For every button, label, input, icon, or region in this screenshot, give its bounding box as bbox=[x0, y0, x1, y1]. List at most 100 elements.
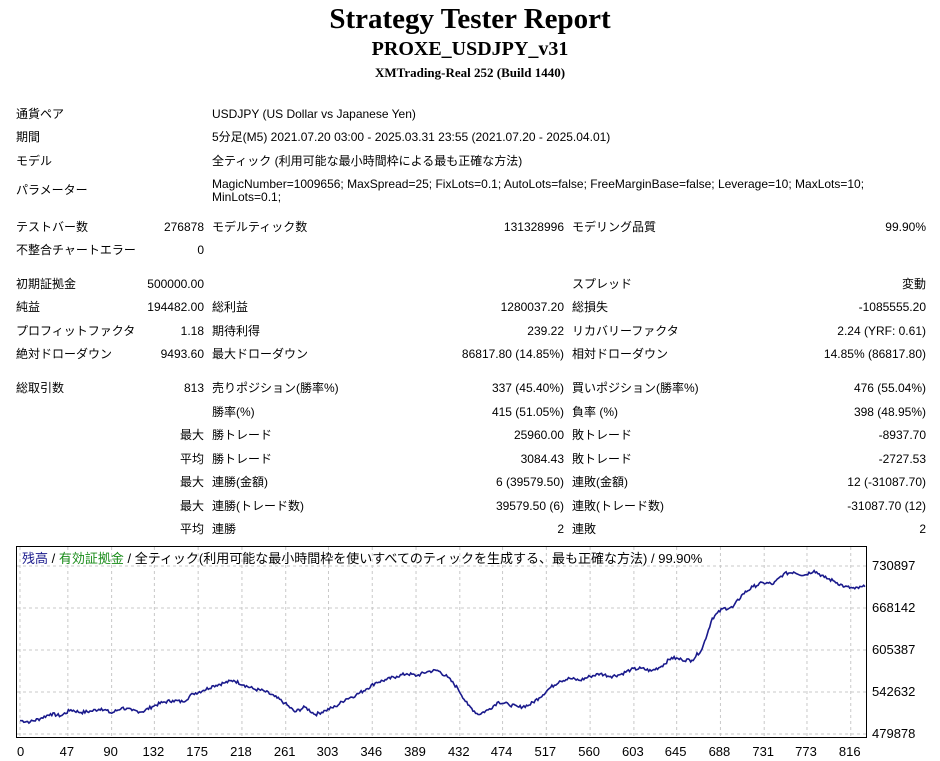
balance-line bbox=[19, 569, 866, 725]
x-tick-label: 773 bbox=[795, 744, 817, 759]
max-prefix: 最大 bbox=[179, 475, 204, 489]
spread-value: 変動 bbox=[901, 277, 926, 291]
report-title: Strategy Tester Report bbox=[329, 3, 611, 35]
net-profit-value: 194482.00 bbox=[147, 300, 204, 314]
gross-loss-label: 総損失 bbox=[572, 300, 609, 314]
quality-value: 99.90% bbox=[885, 220, 926, 234]
mismatch-label: 不整合チャートエラー bbox=[16, 243, 136, 257]
max-loss-label: 敗トレード bbox=[572, 428, 633, 442]
long-positions-value: 476 (55.04%) bbox=[853, 381, 926, 395]
mismatch-value: 0 bbox=[197, 243, 204, 257]
x-tick-label: 261 bbox=[273, 744, 296, 759]
ticks-label: モデルティック数 bbox=[212, 220, 308, 234]
period-value: 5分足(M5) 2021.07.20 03:00 - 2025.03.31 23… bbox=[212, 130, 611, 144]
max-prefix: 最大 bbox=[179, 428, 204, 442]
max-drawdown-value: 86817.80 (14.85%) bbox=[461, 347, 564, 361]
x-tick-label: 346 bbox=[360, 744, 383, 759]
avg-cons-loss-value: 2 bbox=[919, 522, 926, 536]
max-loss-value: -8937.70 bbox=[878, 428, 926, 442]
avg-win-value: 3084.43 bbox=[520, 452, 564, 466]
x-tick-label: 0 bbox=[17, 744, 25, 759]
x-tick-label: 517 bbox=[534, 744, 557, 759]
x-tick-label: 560 bbox=[578, 744, 600, 759]
gross-loss-value: -1085555.20 bbox=[858, 300, 926, 314]
x-tick-label: 645 bbox=[664, 744, 687, 759]
x-tick-label: 731 bbox=[752, 744, 775, 759]
cons-loss-trades-value: -31087.70 (12) bbox=[847, 499, 926, 513]
expected-payoff-value: 239.22 bbox=[527, 324, 564, 338]
ea-name: PROXE_USDJPY_v31 bbox=[371, 38, 569, 60]
profit-factor-label: プロフィットファクタ bbox=[16, 324, 136, 338]
x-tick-label: 90 bbox=[103, 744, 118, 759]
cons-loss-amount-value: 12 (-31087.70) bbox=[847, 475, 926, 489]
avg-cons-loss-label: 連敗 bbox=[572, 522, 597, 536]
server-build: XMTrading-Real 252 (Build 1440) bbox=[374, 65, 566, 80]
abs-drawdown-label: 絶対ドローダウン bbox=[16, 347, 113, 361]
x-tick-label: 175 bbox=[186, 744, 209, 759]
x-tick-label: 432 bbox=[447, 744, 470, 759]
win-rate-value: 415 (51.05%) bbox=[491, 405, 564, 419]
balance-chart: 残高 / 有効証拠金 / 全ティック(利用可能な最小時間枠を使いすべてのティック… bbox=[16, 546, 867, 738]
period-label: 期間 bbox=[16, 130, 41, 144]
x-tick-label: 47 bbox=[59, 744, 75, 759]
x-tick-label: 303 bbox=[316, 744, 339, 759]
y-tick-label: 605387 bbox=[872, 642, 916, 657]
legend-description: / 全ティック(利用可能な最小時間枠を使いすべてのティックを生成する、最も正確な… bbox=[123, 551, 703, 566]
avg-cons-win-value: 2 bbox=[557, 522, 564, 536]
long-positions-label: 買いポジション(勝率%) bbox=[572, 381, 699, 395]
total-trades-label: 総取引数 bbox=[16, 381, 65, 395]
cons-win-trades-value: 39579.50 (6) bbox=[495, 499, 564, 513]
spread-label: スプレッド bbox=[572, 277, 633, 291]
win-rate-label: 勝率(%) bbox=[212, 405, 255, 419]
loss-rate-label: 負率 (%) bbox=[572, 405, 618, 419]
cons-win-amount-label: 連勝(金額) bbox=[212, 475, 268, 489]
gross-profit-label: 総利益 bbox=[212, 300, 249, 314]
gross-profit-value: 1280037.20 bbox=[500, 300, 564, 314]
legend-separator: / bbox=[48, 551, 59, 566]
x-tick-label: 688 bbox=[708, 744, 731, 759]
cons-win-amount-value: 6 (39579.50) bbox=[495, 475, 564, 489]
max-prefix: 最大 bbox=[179, 499, 204, 513]
max-drawdown-label: 最大ドローダウン bbox=[212, 347, 309, 361]
avg-cons-win-label: 連勝 bbox=[212, 522, 237, 536]
params-value-line1: MagicNumber=1009656; MaxSpread=25; FixLo… bbox=[212, 177, 865, 191]
avg-loss-value: -2727.53 bbox=[878, 452, 926, 466]
x-tick-label: 132 bbox=[142, 744, 165, 759]
short-positions-label: 売りポジション(勝率%) bbox=[212, 381, 339, 395]
cons-loss-amount-label: 連敗(金額) bbox=[572, 475, 628, 489]
model-value: 全ティック (利用可能な最小時間枠による最も正確な方法) bbox=[212, 154, 523, 168]
abs-drawdown-value: 9493.60 bbox=[160, 347, 204, 361]
symbol-value: USDJPY (US Dollar vs Japanese Yen) bbox=[212, 107, 416, 121]
avg-prefix: 平均 bbox=[179, 452, 204, 466]
recovery-factor-value: 2.24 (YRF: 0.61) bbox=[837, 324, 926, 338]
bars-label: テストバー数 bbox=[16, 220, 89, 234]
deposit-value: 500000.00 bbox=[147, 277, 204, 291]
cons-win-trades-label: 連勝(トレード数) bbox=[212, 499, 304, 513]
quality-label: モデリング品質 bbox=[572, 220, 657, 234]
loss-rate-value: 398 (48.95%) bbox=[853, 405, 926, 419]
avg-prefix: 平均 bbox=[179, 522, 204, 536]
y-tick-label: 479878 bbox=[872, 726, 916, 741]
rel-drawdown-value: 14.85% (86817.80) bbox=[823, 347, 926, 361]
y-tick-label: 542632 bbox=[872, 684, 916, 699]
profit-factor-value: 1.18 bbox=[180, 324, 204, 338]
params-value-line2: MinLots=0.1; bbox=[212, 190, 282, 204]
y-tick-label: 668142 bbox=[872, 600, 916, 615]
symbol-label: 通貨ペア bbox=[16, 107, 65, 121]
model-label: モデル bbox=[16, 154, 53, 168]
avg-win-label: 勝トレード bbox=[212, 452, 273, 466]
y-tick-label: 730897 bbox=[872, 558, 916, 573]
expected-payoff-label: 期待利得 bbox=[212, 324, 261, 338]
x-tick-label: 603 bbox=[622, 744, 644, 759]
max-win-value: 25960.00 bbox=[513, 428, 564, 442]
recovery-factor-label: リカバリーファクタ bbox=[572, 324, 679, 338]
rel-drawdown-label: 相対ドローダウン bbox=[572, 347, 669, 361]
bars-value: 276878 bbox=[163, 220, 204, 234]
legend-equity: 有効証拠金 bbox=[58, 551, 124, 566]
net-profit-label: 純益 bbox=[16, 300, 41, 314]
deposit-label: 初期証拠金 bbox=[16, 277, 77, 291]
avg-loss-label: 敗トレード bbox=[572, 452, 633, 466]
total-trades-value: 813 bbox=[183, 381, 204, 395]
max-win-label: 勝トレード bbox=[212, 428, 273, 442]
legend-balance: 残高 bbox=[22, 551, 49, 566]
